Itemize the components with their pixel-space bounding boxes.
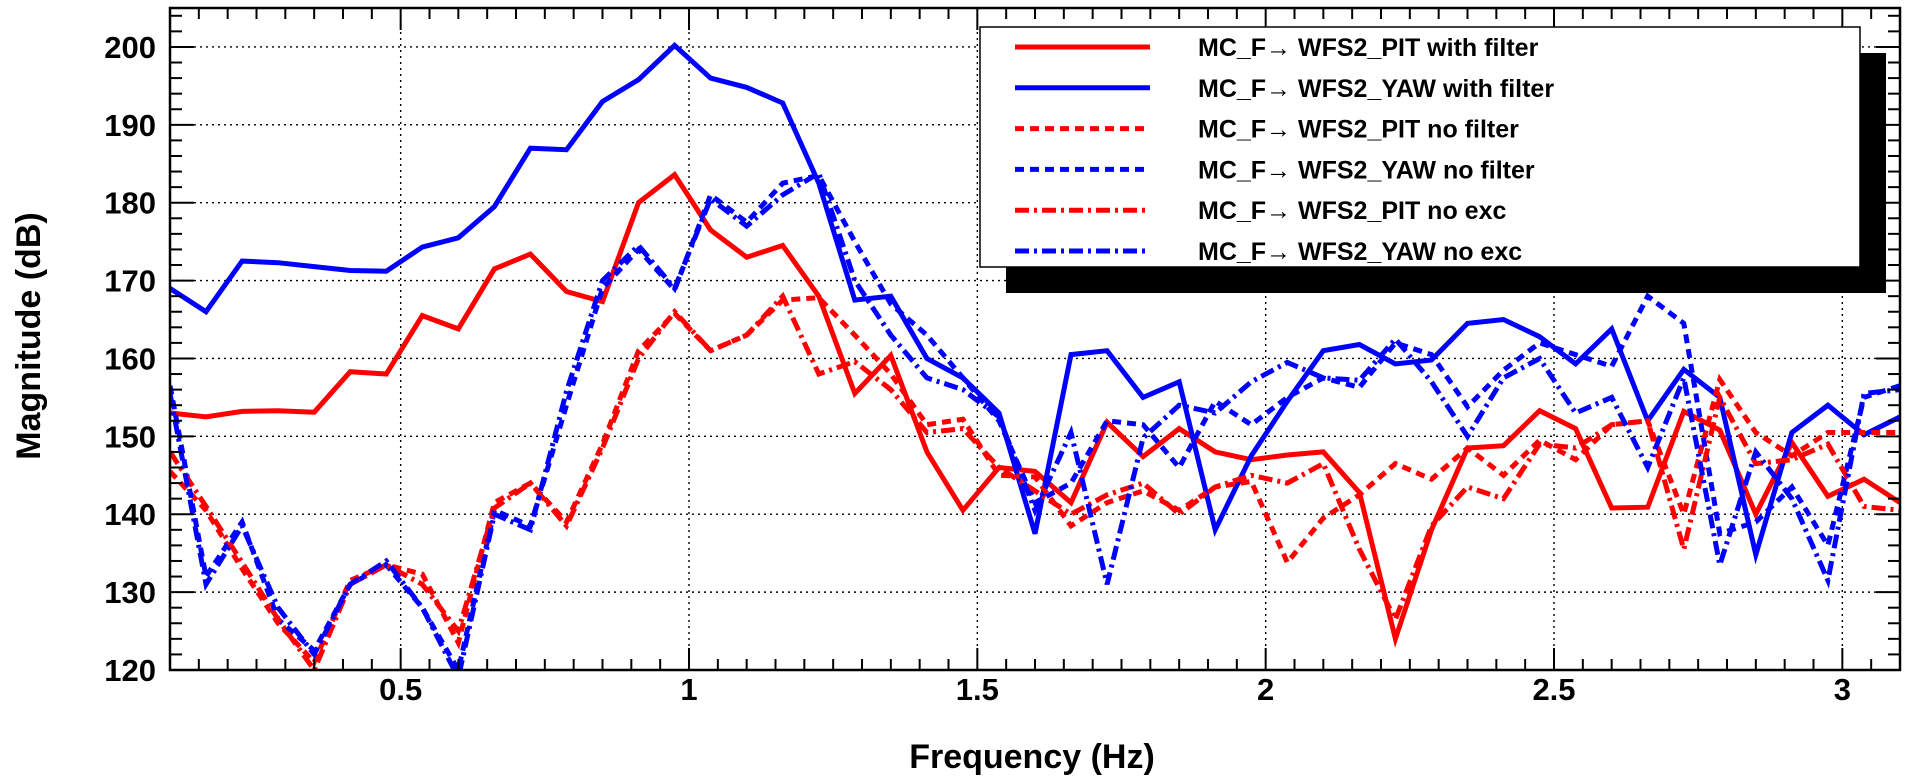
series-line [170,171,1900,648]
legend-label: MC_F→ WFS2_YAW with filter [1198,75,1554,103]
series-line [170,172,1900,670]
y-tick-label: 200 [104,30,156,65]
y-tick-labels: 120 130 140 150 160 170 180 190 200 [104,30,156,688]
x-tick-label: 2.5 [1532,672,1575,707]
x-tick-label: 2 [1257,672,1274,707]
series-line [170,291,1900,670]
y-tick-label: 140 [104,497,156,532]
legend-label: MC_F→ WFS2_PIT with filter [1198,34,1539,62]
legend-label: MC_F→ WFS2_YAW no filter [1198,156,1535,184]
y-tick-label: 120 [104,653,156,688]
x-tick-label: 1 [680,672,697,707]
y-tick-label: 160 [104,341,156,376]
x-tick-label: 3 [1834,672,1851,707]
series-line [170,169,1900,670]
series-layer [170,41,1900,670]
y-tick-label: 180 [104,186,156,221]
y-axis-title: Magnitude (dB) [10,212,48,459]
series-line [170,295,1900,667]
x-tick-label: 1.5 [956,672,999,707]
legend-label: MC_F→ WFS2_PIT no exc [1198,197,1506,225]
legend: MC_F→ WFS2_PIT with filter MC_F→ WFS2_YAW… [979,26,1886,293]
x-tick-label: 0.5 [379,672,422,707]
x-tick-labels: 0.5 1 1.5 2 2.5 3 [379,672,1851,707]
y-tick-label: 190 [104,108,156,143]
y-tick-label: 170 [104,264,156,299]
legend-label: MC_F→ WFS2_YAW no exc [1198,238,1522,266]
y-tick-label: 150 [104,419,156,454]
series-line [170,41,1900,565]
legend-label: MC_F→ WFS2_PIT no filter [1198,116,1519,144]
legend-box [979,26,1861,268]
x-axis-title: Frequency (Hz) [909,738,1155,776]
y-tick-label: 130 [104,575,156,610]
